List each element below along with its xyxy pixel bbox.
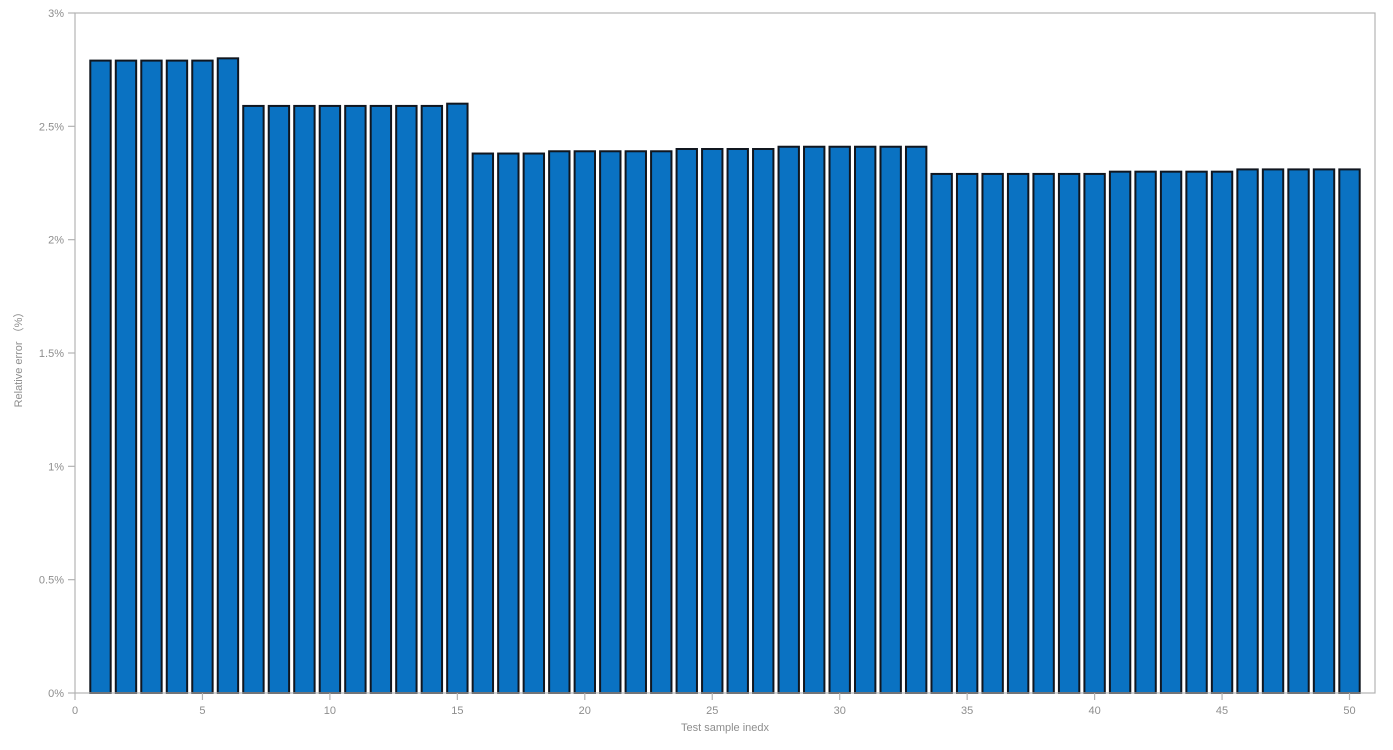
bar [293,104,316,695]
bar [1159,170,1183,695]
bar [752,148,775,694]
bar [803,145,826,695]
bar [1134,170,1157,695]
bar [1006,172,1030,694]
bar [599,150,622,694]
bar [344,104,367,695]
bar [879,145,902,695]
bar [1210,170,1234,695]
bar [165,59,189,695]
bar [1185,170,1208,695]
bar [1312,168,1336,694]
y-tick-label: 3% [48,8,64,20]
x-tick-label: 30 [834,705,846,717]
x-tick-label: 10 [324,705,336,717]
bar [930,172,953,694]
bar [267,104,291,695]
bar [624,150,647,694]
x-tick-label: 25 [706,705,718,717]
bar [114,59,138,695]
bar [420,104,444,695]
x-tick-label: 40 [1088,705,1100,717]
y-tick-label: 0.5% [39,575,64,587]
bar [726,148,749,694]
bar [548,150,571,694]
y-tick-label: 1.5% [39,348,64,360]
bar [497,152,520,694]
bar [573,150,596,694]
bar [955,172,979,694]
bar [395,104,418,695]
bar [242,104,265,695]
bar [522,152,546,694]
bar [675,148,698,694]
y-tick-label: 2.5% [39,121,64,133]
x-tick-label: 50 [1343,705,1355,717]
y-tick-label: 1% [48,461,64,473]
x-tick-label: 45 [1216,705,1228,717]
bar [216,57,240,694]
x-tick-label: 20 [579,705,591,717]
bar [1236,168,1259,694]
bar [777,145,800,695]
bar [446,102,469,695]
x-tick-label: 0 [72,705,78,717]
bar [89,59,112,695]
bar [1057,172,1081,694]
x-tick-label: 35 [961,705,973,717]
y-axis-label: Relative error （%） [13,306,25,408]
bar [1032,172,1055,694]
y-tick-label: 2% [48,235,64,247]
bar [650,150,673,694]
bar [1108,170,1132,695]
bar [140,59,163,695]
bar [904,145,928,695]
bar [318,104,342,695]
bar [369,104,393,695]
bar [981,172,1004,694]
bar [854,145,877,695]
y-tick-label: 0% [48,688,64,700]
bar [1338,168,1361,694]
bar [471,152,495,694]
bar [191,59,214,695]
bar [1261,168,1285,694]
bar [1287,168,1310,694]
bar [701,148,724,694]
bar [828,145,851,695]
x-tick-label: 5 [199,705,205,717]
bar [1083,172,1106,694]
x-axis-label: Test sample inedx [680,722,770,734]
x-tick-label: 15 [451,705,463,717]
